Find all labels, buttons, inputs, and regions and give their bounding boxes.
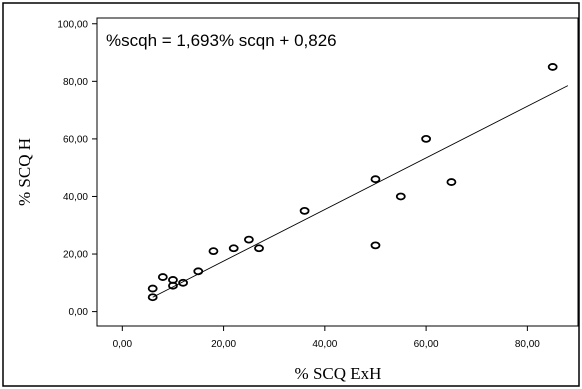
data-point <box>395 192 406 201</box>
data-point <box>370 175 381 184</box>
x-tick-label: 60,00 <box>414 339 439 350</box>
y-tick-label: 40,00 <box>63 192 88 203</box>
y-tick-label: 20,00 <box>63 250 88 261</box>
x-tick-label: 80,00 <box>515 339 540 350</box>
data-point <box>370 241 381 250</box>
data-point <box>446 178 457 186</box>
y-axis-title: % SCQ H <box>15 138 34 206</box>
data-point <box>178 278 188 287</box>
data-point <box>208 247 219 256</box>
x-tick-label: 40,00 <box>312 339 337 350</box>
x-tick-label: 20,00 <box>211 339 236 350</box>
data-point <box>547 63 558 71</box>
data-point <box>299 206 310 215</box>
y-tick-label: 60,00 <box>63 134 88 145</box>
x-axis-ticks: 0,00 20,00 40,00 60,00 80,00 <box>113 326 540 350</box>
data-point <box>157 273 168 281</box>
data-point <box>254 244 264 253</box>
data-points <box>147 63 558 302</box>
data-point <box>193 267 204 276</box>
x-tick-label: 0,00 <box>113 339 133 350</box>
regression-equation: %scqh = 1,693% scqn + 0,826 <box>106 31 337 50</box>
x-axis-title: % SCQ ExH <box>295 364 382 383</box>
data-point <box>243 235 254 244</box>
regression-line <box>152 85 569 298</box>
y-axis-ticks: 0,00 20,00 40,00 60,00 80,00 100,00 <box>57 19 97 318</box>
y-tick-label: 0,00 <box>69 307 89 318</box>
y-tick-label: 80,00 <box>63 77 88 88</box>
data-point <box>168 276 178 284</box>
data-point <box>228 244 239 253</box>
plot-area <box>96 17 579 327</box>
data-point <box>421 134 432 143</box>
y-tick-label: 100,00 <box>57 19 88 30</box>
data-point <box>147 293 158 302</box>
data-point <box>147 284 158 293</box>
